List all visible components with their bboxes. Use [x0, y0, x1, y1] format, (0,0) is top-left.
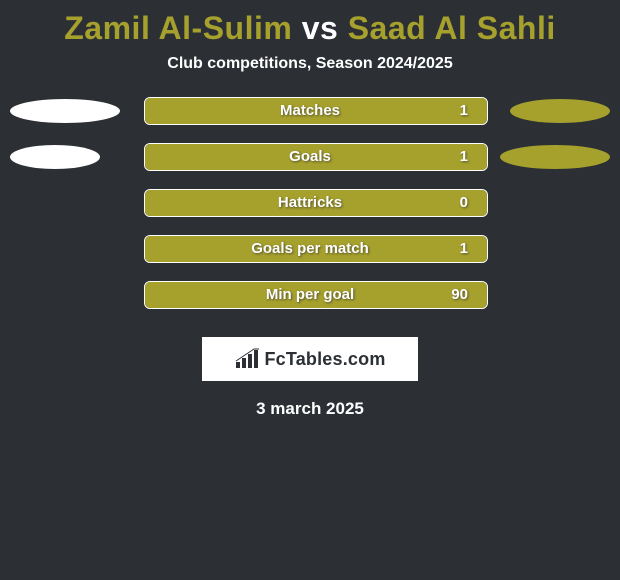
player2-name: Saad Al Sahli: [348, 10, 556, 46]
stat-row: Goals 1: [6, 143, 614, 171]
stat-name: Goals: [289, 143, 331, 171]
right-ellipse: [500, 145, 610, 169]
stat-value-right: 1: [460, 97, 468, 125]
date: 3 march 2025: [0, 399, 620, 419]
vs-separator: vs: [302, 10, 339, 46]
stat-row: Matches 1: [6, 97, 614, 125]
branding-text: FcTables.com: [264, 349, 385, 370]
subtitle: Club competitions, Season 2024/2025: [0, 55, 620, 97]
right-ellipse: [510, 99, 610, 123]
stat-name: Matches: [280, 97, 340, 125]
stat-rows: Matches 1 Goals 1 Hattricks 0 Goals per match 1…: [0, 97, 620, 309]
branding-box: FcTables.com: [202, 337, 418, 381]
left-ellipse: [10, 99, 120, 123]
stat-row: Goals per match 1: [6, 235, 614, 263]
stat-value-right: 1: [460, 143, 468, 171]
stat-row: Hattricks 0: [6, 189, 614, 217]
player1-name: Zamil Al-Sulim: [64, 10, 292, 46]
stat-value-right: 0: [460, 189, 468, 217]
left-ellipse: [10, 145, 100, 169]
bar-chart-icon: [234, 348, 260, 370]
stat-name: Goals per match: [251, 235, 369, 263]
stat-value-right: 1: [460, 235, 468, 263]
stat-name: Hattricks: [278, 189, 342, 217]
comparison-title: Zamil Al-Sulim vs Saad Al Sahli: [0, 0, 620, 55]
stat-row: Min per goal 90: [6, 281, 614, 309]
stat-name: Min per goal: [266, 281, 354, 309]
stat-value-right: 90: [451, 281, 468, 309]
